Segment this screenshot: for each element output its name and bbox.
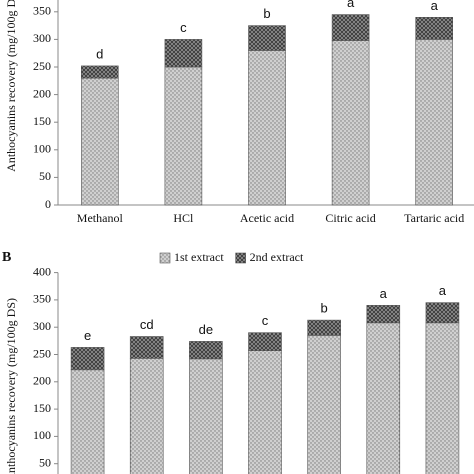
y-tick-label: 300 xyxy=(33,319,51,333)
x-tick-label: HCl xyxy=(173,211,194,225)
legend-label: 2nd extract xyxy=(250,250,304,264)
bar-segment xyxy=(164,66,203,206)
bar-segment xyxy=(248,25,286,51)
bar-segment xyxy=(70,347,105,371)
bar-segment xyxy=(248,50,286,206)
bar-segment xyxy=(366,305,401,324)
panel-label: B xyxy=(2,250,11,265)
significance-letter: a xyxy=(431,0,439,13)
significance-letter: e xyxy=(84,328,91,343)
x-tick-label: Acetic acid xyxy=(240,211,294,225)
y-axis-label: Anthocyanins recovery (mg/100g DS) xyxy=(4,0,18,172)
significance-letter: c xyxy=(180,20,187,35)
significance-letter: b xyxy=(321,301,328,316)
bar-segment xyxy=(164,39,203,68)
y-tick-label: 250 xyxy=(33,346,51,360)
y-tick-label: 100 xyxy=(33,428,51,442)
bar-segment xyxy=(129,336,164,359)
y-tick-label: 200 xyxy=(33,374,51,388)
significance-letter: b xyxy=(263,6,270,21)
significance-letter: de xyxy=(199,322,213,337)
y-tick-label: 250 xyxy=(33,59,51,73)
significance-letter: a xyxy=(380,286,388,301)
y-tick-label: 150 xyxy=(33,114,51,128)
x-tick-label: Citric acid xyxy=(325,211,375,225)
bar-segment xyxy=(129,358,164,474)
bar-segment xyxy=(307,335,341,474)
y-tick-label: 50 xyxy=(39,169,51,183)
y-tick-label: 200 xyxy=(33,86,51,100)
bar-segment xyxy=(70,369,105,474)
legend-label: 1st extract xyxy=(174,250,224,264)
x-tick-label: Tartaric acid xyxy=(404,211,464,225)
bar-segment xyxy=(307,319,341,336)
bar-segment xyxy=(189,341,223,360)
x-tick-label: Methanol xyxy=(77,211,124,225)
bar-segment xyxy=(366,322,401,474)
bar-segment xyxy=(81,77,119,206)
y-tick-label: 50 xyxy=(39,455,51,469)
bar-segment xyxy=(415,17,454,40)
significance-letter: d xyxy=(96,46,103,61)
legend-swatch xyxy=(235,252,246,264)
bar-segment xyxy=(331,14,370,41)
y-tick-label: 300 xyxy=(33,31,51,45)
bar-segment xyxy=(425,322,460,474)
bar-segment xyxy=(425,302,460,324)
bar-segment xyxy=(189,358,223,474)
y-tick-label: 350 xyxy=(33,292,51,306)
bar-segment xyxy=(81,65,119,79)
bar-segment xyxy=(248,350,282,474)
significance-letter: cd xyxy=(140,317,154,332)
y-axis-label: Anthocyanins recovery (mg/100g DS) xyxy=(4,298,18,474)
bar-segment xyxy=(331,40,370,206)
y-tick-label: 150 xyxy=(33,401,51,415)
y-tick-label: 0 xyxy=(45,197,51,211)
y-tick-label: 400 xyxy=(33,264,51,278)
y-tick-label: 100 xyxy=(33,142,51,156)
legend-swatch xyxy=(159,252,171,264)
bar-segment xyxy=(415,39,454,206)
y-tick-label: 350 xyxy=(33,4,51,18)
significance-letter: c xyxy=(262,313,269,328)
bar-segment xyxy=(248,332,282,351)
significance-letter: a xyxy=(439,283,447,298)
significance-letter: a xyxy=(347,0,355,10)
